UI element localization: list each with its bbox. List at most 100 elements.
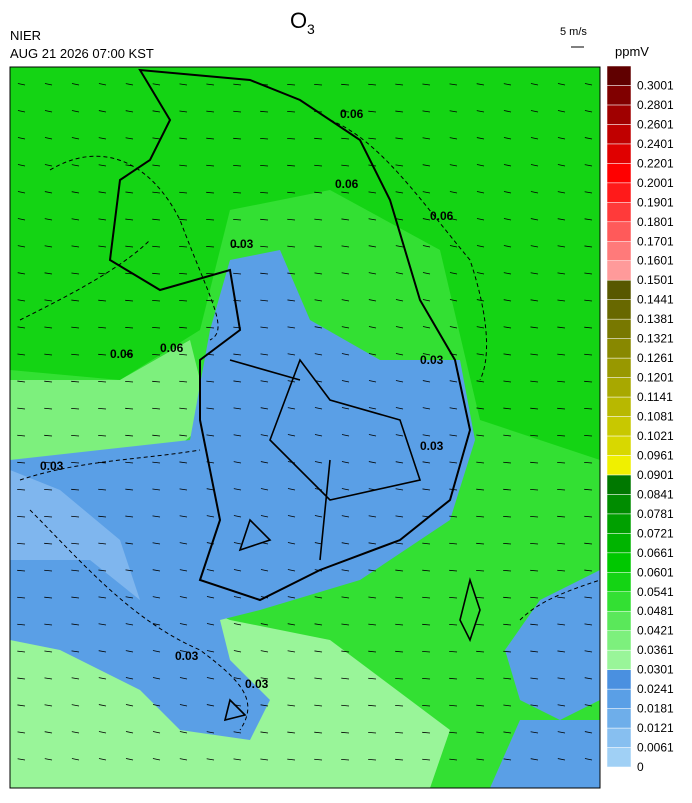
wind-arrow — [422, 380, 431, 383]
wind-arrow — [395, 326, 404, 329]
wind-arrow — [395, 596, 404, 599]
wind-arrow — [287, 380, 296, 383]
wind-arrow — [530, 380, 539, 383]
colorbar-box — [606, 688, 632, 709]
wind-arrow — [233, 353, 242, 356]
wind-arrow — [206, 434, 215, 437]
wind-arrow — [233, 569, 242, 572]
wind-arrow — [125, 488, 134, 491]
wind-arrow — [260, 218, 269, 221]
wind-arrow — [98, 299, 107, 302]
colorbar-box — [606, 630, 632, 651]
wind-arrow — [341, 596, 350, 599]
wind-arrow — [98, 245, 107, 248]
wind-arrow — [395, 569, 404, 572]
wind-arrow — [125, 542, 134, 545]
wind-arrow — [449, 758, 458, 761]
wind-arrow — [368, 515, 377, 518]
colorbar-box — [606, 572, 632, 592]
wind-arrow — [557, 191, 566, 194]
wind-arrow — [152, 164, 161, 167]
wind-arrow — [206, 650, 215, 653]
wind-arrow — [233, 407, 242, 410]
wind-arrow — [17, 515, 26, 518]
wind-arrow — [395, 218, 404, 221]
wind-arrow — [395, 623, 404, 626]
wind-arrow — [449, 461, 458, 464]
wind-arrow — [476, 515, 485, 518]
wind-arrow — [341, 488, 350, 491]
wind-arrow — [530, 137, 539, 140]
wind-arrow — [449, 245, 458, 248]
wind-arrow — [341, 650, 350, 653]
wind-arrow — [503, 731, 512, 734]
wind-arrow — [476, 272, 485, 275]
region — [490, 720, 600, 788]
wind-arrow — [314, 137, 323, 140]
wind-arrow — [368, 137, 377, 140]
wind-arrow — [476, 677, 485, 680]
wind-arrow — [179, 623, 188, 626]
wind-arrow — [584, 110, 593, 113]
wind-arrow — [233, 164, 242, 167]
wind-arrow — [476, 461, 485, 464]
wind-arrow — [71, 299, 80, 302]
wind-arrow — [287, 353, 296, 356]
wind-arrow — [557, 515, 566, 518]
wind-arrow — [206, 83, 215, 86]
colorbar-label: 0.0541 — [637, 585, 674, 599]
wind-arrow — [179, 272, 188, 275]
wind-arrow — [503, 434, 512, 437]
wind-arrow — [584, 704, 593, 707]
wind-arrow — [314, 164, 323, 167]
wind-arrow — [260, 353, 269, 356]
wind-arrow — [152, 299, 161, 302]
colorbar-box — [606, 104, 632, 125]
wind-arrow — [260, 83, 269, 86]
wind-arrow — [449, 380, 458, 383]
wind-arrow — [368, 407, 377, 410]
wind-arrow — [179, 596, 188, 599]
wind-arrow — [368, 677, 377, 680]
wind-arrow — [206, 164, 215, 167]
wind-arrow — [260, 245, 269, 248]
wind-arrow — [584, 542, 593, 545]
wind-arrow — [449, 326, 458, 329]
wind-arrow — [125, 353, 134, 356]
wind-arrow — [287, 407, 296, 410]
wind-arrow — [530, 191, 539, 194]
wind-arrow — [125, 758, 134, 761]
wind-arrow — [368, 272, 377, 275]
wind-arrow — [233, 704, 242, 707]
wind-arrow — [152, 677, 161, 680]
wind-arrow — [530, 461, 539, 464]
wind-arrow — [233, 272, 242, 275]
wind-arrow — [314, 758, 323, 761]
wind-arrow — [17, 245, 26, 248]
wind-arrow — [44, 677, 53, 680]
wind-arrow — [449, 353, 458, 356]
wind-arrow — [503, 650, 512, 653]
wind-arrow — [449, 407, 458, 410]
wind-arrow — [44, 488, 53, 491]
colorbar-label: 0.0901 — [637, 468, 674, 482]
wind-arrow — [17, 731, 26, 734]
wind-arrow — [98, 704, 107, 707]
wind-arrow — [179, 461, 188, 464]
wind-arrow — [368, 110, 377, 113]
wind-arrow — [206, 542, 215, 545]
wind-arrow — [584, 407, 593, 410]
colorbar-label: 0.0841 — [637, 487, 674, 501]
wind-arrow — [557, 353, 566, 356]
wind-arrow — [44, 758, 53, 761]
wind-arrow — [179, 326, 188, 329]
wind-arrow — [152, 380, 161, 383]
wind-arrow — [476, 650, 485, 653]
colorbar-label: 0.2401 — [637, 137, 674, 151]
wind-arrow — [44, 353, 53, 356]
wind-arrow — [179, 677, 188, 680]
wind-arrow — [287, 623, 296, 626]
wind-arrow — [584, 650, 593, 653]
wind-arrow — [395, 515, 404, 518]
